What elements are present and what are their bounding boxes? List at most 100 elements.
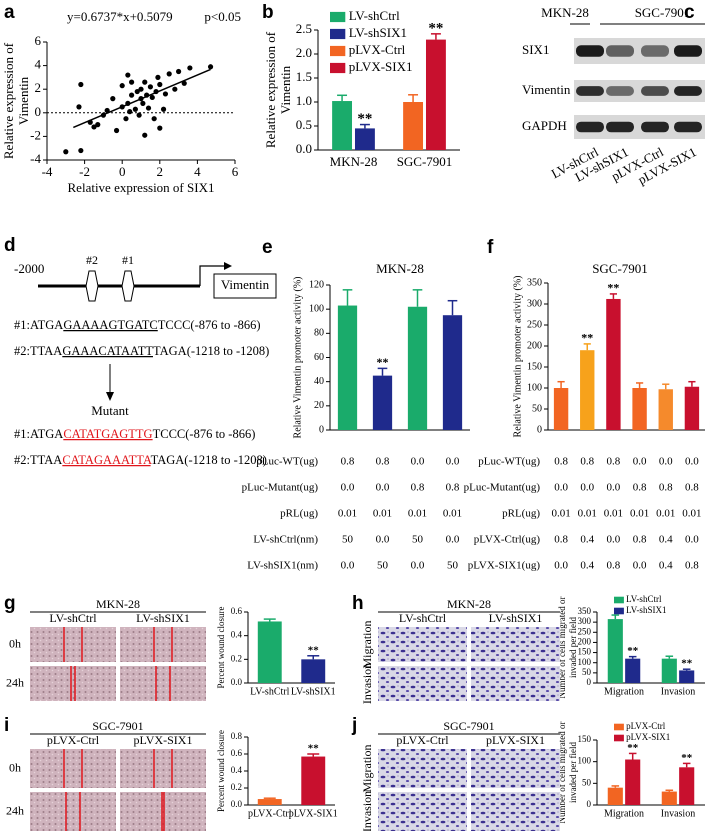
image-column-label: pLVX-SIX1 (134, 733, 193, 747)
y-axis-label: Relative Vimentin promoter activity (%) (292, 277, 303, 439)
x-tick-label: 4 (194, 164, 201, 179)
error-bar (408, 94, 419, 102)
bar (407, 306, 428, 430)
bar (661, 658, 677, 683)
image-column-label: pLVX-SIX1 (486, 733, 545, 747)
y-tick-label: 0.0 (296, 141, 312, 156)
table-cell: 0.0 (633, 456, 647, 468)
y-tick-label: 6 (35, 33, 42, 48)
y-tick-label: 250 (527, 319, 542, 330)
sequence-part: TCCC(-876 to -866) (153, 427, 256, 441)
table-cell: 0.8 (607, 560, 621, 572)
x-tick-label: SGC-7901 (397, 154, 453, 169)
error-bar (688, 380, 696, 387)
y-tick-label: 0.2 (231, 653, 242, 663)
error-bar (628, 752, 637, 760)
error-bar (665, 789, 674, 792)
bar (301, 756, 326, 805)
bar (632, 388, 647, 430)
image-row-label: 24h (6, 803, 24, 817)
y-tick-label: 80 (314, 328, 324, 339)
table-cell: 0.01 (604, 508, 623, 520)
micrograph (30, 749, 116, 788)
panel-label: j (351, 715, 357, 736)
error-bar (635, 382, 644, 388)
panel-label: d (4, 235, 16, 256)
table-cell: 0.0 (411, 456, 425, 468)
point (138, 86, 144, 92)
y-tick-label: 0.0 (231, 677, 243, 687)
table-cell: 0.0 (554, 560, 568, 572)
tss-arrow (199, 265, 224, 286)
point (87, 119, 93, 125)
x-axis-label: Relative expression of SIX1 (68, 180, 215, 195)
legend-label: pLVX-Ctrl (626, 721, 666, 731)
point (78, 81, 84, 88)
blot-band (674, 86, 702, 96)
blot-row-label: SIX1 (522, 42, 549, 57)
y-tick-label: 0.6 (231, 748, 243, 758)
point (140, 100, 146, 106)
x-tick-label: Migration (604, 686, 644, 697)
table-row-label: pLuc-Mutant(ug) (464, 482, 541, 494)
error-bar (307, 753, 320, 757)
table-row-label: pLuc-WT(ug) (256, 456, 318, 468)
x-tick-label: Migration (604, 808, 644, 819)
y-axis-label: Percent wound closure (216, 607, 226, 689)
point (119, 104, 125, 110)
point (144, 92, 150, 98)
bar (553, 388, 569, 430)
y-tick-label: 4 (35, 57, 42, 72)
x-tick-label: 0 (119, 164, 126, 179)
annotation: p<0.05 (204, 9, 241, 24)
error-bar (337, 94, 348, 102)
y-axis-label: Number of cells migrated or (557, 722, 567, 824)
blot-band (606, 45, 634, 57)
table-cell: 0.0 (607, 534, 621, 546)
image-title: MKN-28 (447, 597, 491, 611)
bar (301, 659, 326, 683)
sequence-part: TAGA(-1218 to -1208) (153, 344, 269, 358)
y-tick-label: 0 (35, 104, 42, 119)
table-cell: 0.8 (633, 534, 647, 546)
sequence-part: GAAAAGTGATC (63, 318, 157, 332)
y-tick-label: 60 (314, 352, 324, 363)
panel-label: h (352, 593, 364, 614)
blot-band (641, 45, 669, 57)
point (95, 122, 101, 128)
y-tick-label: 0 (587, 677, 592, 687)
x-tick-label: -2 (79, 164, 90, 179)
point (134, 88, 140, 95)
point (123, 116, 129, 122)
blot-band (576, 45, 604, 57)
blot-band (606, 121, 634, 133)
y-tick-label: 350 (527, 277, 542, 288)
error-bar (611, 785, 620, 788)
sequence-part: #1:ATGA (14, 427, 63, 441)
point (207, 64, 214, 70)
y-tick-label: 100 (578, 756, 592, 766)
y-tick-label: 20 (314, 400, 324, 411)
y-tick-label: 300 (527, 298, 542, 309)
table-cell: 0.0 (341, 482, 355, 494)
legend-swatch (614, 596, 624, 604)
x-tick-label: LV-shSIX1 (291, 686, 336, 697)
point (172, 86, 178, 92)
bar (442, 315, 463, 430)
panel-label: g (4, 593, 16, 614)
bar (332, 101, 353, 150)
micrograph (471, 792, 560, 831)
legend-label: pLVX-SIX1 (349, 59, 413, 74)
y-tick-label: 100 (527, 382, 542, 393)
point (147, 84, 153, 90)
y-tick-label: 2 (35, 80, 42, 95)
chart-title: SGC-7901 (592, 261, 648, 276)
panel-label: c (684, 2, 695, 23)
error-bar (447, 299, 458, 316)
blot-band (674, 45, 702, 57)
point (136, 112, 142, 118)
bar (607, 787, 623, 805)
x-tick-label: MKN-28 (330, 154, 378, 169)
significance: ** (428, 20, 443, 36)
